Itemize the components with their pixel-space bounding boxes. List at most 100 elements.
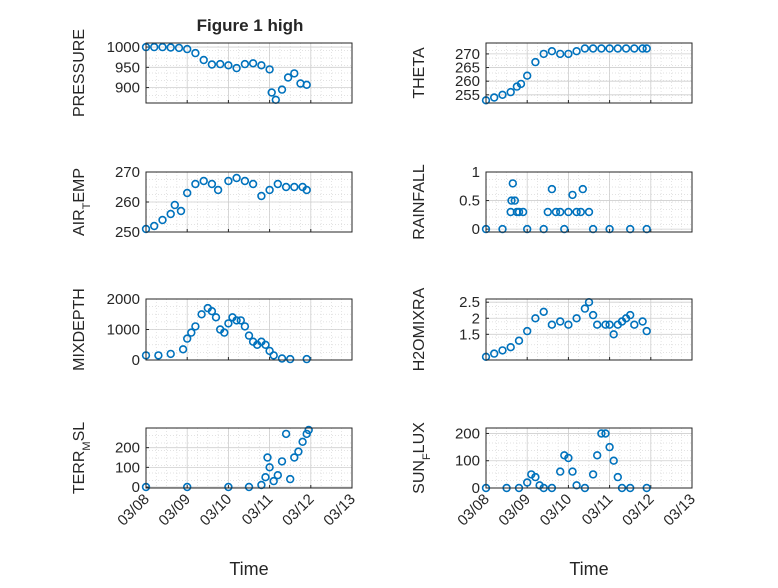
data-point — [286, 354, 295, 364]
subplot-6: 1.522.5 H2OMIXRA — [411, 287, 693, 371]
data-point — [498, 224, 507, 234]
data-point — [506, 87, 515, 97]
data-point — [290, 69, 299, 78]
data-point — [294, 447, 303, 456]
y-tick-label: 1000 — [107, 322, 140, 339]
data-point — [588, 224, 598, 234]
data-point — [510, 196, 519, 205]
y-tick-label: 900 — [115, 80, 140, 97]
data-point — [580, 304, 590, 313]
x-tick-label: 03/11 — [579, 491, 617, 529]
data-point — [302, 185, 311, 195]
data-point — [588, 44, 598, 53]
data-point — [588, 310, 598, 320]
data-point — [568, 467, 577, 476]
subplot-3: 250 260 270 AIRTEMP — [71, 164, 353, 241]
data-point — [158, 215, 167, 225]
data-point — [232, 316, 241, 325]
y-axis-label: H2OMIXRA — [411, 287, 428, 371]
data-point — [290, 453, 299, 462]
y-tick-label: 0 — [472, 480, 480, 497]
data-point — [601, 320, 610, 329]
y-tick-label: 0 — [132, 479, 140, 496]
data-point — [539, 224, 548, 234]
data-point — [224, 176, 233, 186]
axes-box — [485, 298, 693, 361]
data-point — [261, 473, 270, 482]
y-tick-label: 2 — [472, 310, 480, 327]
data-point — [263, 453, 272, 462]
data-point — [516, 79, 526, 89]
data-point — [539, 49, 548, 59]
data-point — [158, 42, 167, 52]
data-point — [564, 207, 573, 217]
data-point — [490, 93, 499, 102]
data-point — [555, 317, 565, 326]
data-point — [283, 73, 293, 82]
y-tick-label: 2.5 — [459, 294, 480, 311]
data-point — [224, 482, 233, 492]
data-point — [597, 429, 606, 438]
data-point — [211, 313, 221, 322]
data-point — [555, 207, 565, 217]
data-point — [625, 224, 635, 234]
data-point — [286, 474, 295, 484]
data-point — [522, 224, 532, 234]
y-tick-label: 200 — [115, 440, 140, 457]
y-tick-label: 2000 — [107, 291, 140, 308]
data-point — [576, 207, 585, 217]
data-point — [630, 44, 639, 53]
y-tick-label: 1.5 — [459, 326, 480, 343]
data-point — [261, 340, 270, 349]
data-point — [613, 44, 622, 53]
data-point — [281, 182, 291, 192]
data-point — [543, 207, 552, 217]
data-point — [216, 59, 225, 69]
data-point — [236, 316, 246, 325]
data-point — [220, 328, 229, 337]
y-axis-label: AIRTEMP — [71, 168, 93, 236]
axes-box — [485, 427, 693, 489]
data-point — [642, 44, 651, 53]
data-point — [531, 472, 540, 482]
y-tick-label: 0.5 — [459, 193, 480, 210]
data-point — [213, 185, 223, 195]
data-point — [207, 307, 217, 316]
data-point — [642, 326, 651, 336]
data-point — [166, 209, 175, 219]
data-point — [265, 346, 274, 356]
data-point — [522, 478, 532, 487]
data-point — [224, 61, 233, 70]
data-point — [302, 354, 311, 364]
x-tick-label: 03/09 — [495, 491, 534, 530]
data-point — [150, 221, 159, 231]
data-point — [183, 482, 192, 492]
data-point — [154, 351, 163, 360]
data-point — [224, 319, 233, 328]
subplot-1: 900 950 1000 PRESSURE — [71, 29, 353, 117]
data-point — [601, 429, 610, 438]
y-axis-label: RAINFALL — [411, 164, 428, 240]
data-point — [539, 307, 548, 316]
data-point — [507, 196, 516, 205]
x-axis-label: Time — [569, 559, 608, 579]
data-point — [248, 59, 258, 68]
x-tick-label: 03/12 — [619, 491, 658, 530]
data-point — [248, 179, 258, 189]
data-point — [547, 46, 557, 56]
y-axis-label: PRESSURE — [71, 29, 88, 117]
data-point — [290, 182, 299, 192]
data-point — [170, 200, 180, 210]
data-point — [588, 470, 598, 479]
data-point — [592, 320, 602, 329]
y-tick-label: 200 — [455, 425, 480, 442]
data-point — [277, 354, 287, 363]
data-point — [191, 48, 200, 58]
data-point — [273, 471, 282, 480]
data-point — [281, 429, 291, 439]
x-tick-label: 03/11 — [239, 491, 277, 529]
data-point — [518, 207, 528, 217]
